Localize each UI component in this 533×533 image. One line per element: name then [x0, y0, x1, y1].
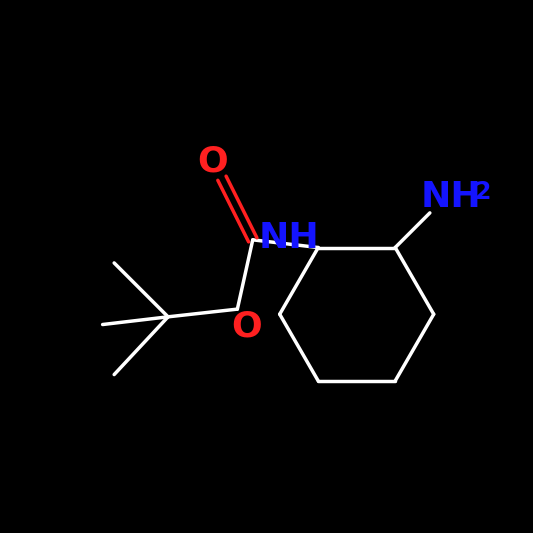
- Text: O: O: [197, 144, 228, 178]
- Text: NH: NH: [259, 221, 320, 255]
- Text: O: O: [231, 309, 262, 343]
- Text: 2: 2: [474, 180, 490, 204]
- Text: NH: NH: [421, 181, 482, 214]
